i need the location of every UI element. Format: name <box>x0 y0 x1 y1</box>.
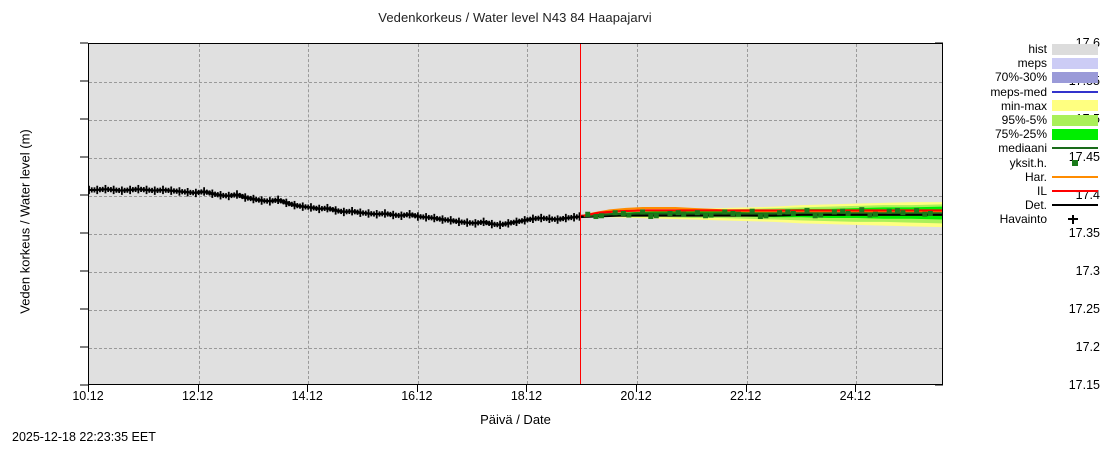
legend-item-label: 75%-25% <box>994 127 1047 142</box>
legend-swatch <box>1052 100 1098 112</box>
y-tick-mark <box>80 232 88 234</box>
legend-item: hist <box>948 42 1098 56</box>
gridline-horizontal <box>89 82 942 83</box>
legend-item-label: IL <box>1036 183 1047 198</box>
plot-area <box>88 43 943 385</box>
y-tick-mark <box>80 118 88 120</box>
legend-plus-swatch <box>1052 214 1098 225</box>
y-tick-mark <box>80 384 88 386</box>
legend-line-swatch <box>1052 147 1098 150</box>
x-tick-label: 10.12 <box>72 389 104 403</box>
y-tick-mark <box>80 270 88 272</box>
y-axis-title: Veden korkeus / Water level (m) <box>17 129 33 314</box>
gridline-horizontal <box>89 120 942 121</box>
legend-item-label: mediaani <box>998 141 1047 156</box>
y-tick-label: 17.3 <box>1075 264 1100 278</box>
legend-line-swatch <box>1052 175 1098 178</box>
gridline-horizontal <box>89 310 942 311</box>
legend-item: 95%-5% <box>948 113 1098 127</box>
gridline-vertical <box>527 44 529 384</box>
legend-swatch <box>1052 57 1098 69</box>
timestamp-label: 2025-12-18 22:23:35 EET <box>12 430 156 444</box>
legend-item: meps-med <box>948 85 1098 99</box>
legend-swatch <box>1052 71 1098 83</box>
x-tick-label: 20.12 <box>620 389 652 403</box>
legend-item: meps <box>948 56 1098 70</box>
line-IL <box>579 209 942 218</box>
x-tick-mark <box>745 385 747 392</box>
x-tick-label: 22.12 <box>730 389 762 403</box>
legend-swatch <box>1052 114 1098 126</box>
y-tick-label: 17.2 <box>1075 340 1100 354</box>
page-title-text: Vedenkorkeus / Water level N43 84 Haapaj… <box>378 10 652 25</box>
y-tick-label: 17.35 <box>1068 226 1100 240</box>
gridline-vertical <box>308 44 310 384</box>
x-axis-title: Päivä / Date <box>480 412 551 427</box>
gridline-horizontal <box>89 196 942 197</box>
legend-item: 75%-25% <box>948 127 1098 141</box>
legend-item: Havainto <box>948 212 1098 226</box>
x-tick-mark <box>88 385 89 392</box>
legend-line-swatch <box>1052 204 1098 207</box>
legend-item: Har. <box>948 170 1098 184</box>
points-Havainto <box>89 184 584 230</box>
legend-item-label: 95%-5% <box>1001 113 1047 128</box>
y-tick-mark <box>80 156 88 158</box>
x-tick-mark <box>197 385 199 392</box>
y-tick-label: 17.25 <box>1068 302 1100 316</box>
legend-item-label: Det. <box>1024 198 1047 213</box>
legend-swatch <box>1052 128 1098 140</box>
gridline-horizontal <box>89 234 942 235</box>
legend-dot-swatch <box>1052 159 1098 166</box>
legend-item: IL <box>948 184 1098 198</box>
legend-item-label: min-max <box>1000 98 1047 113</box>
legend-line-swatch <box>1052 90 1098 93</box>
data-series-layer <box>89 184 942 230</box>
x-tick-mark <box>526 385 528 392</box>
legend-item-label: 70%-30% <box>994 70 1047 85</box>
x-tick-label: 24.12 <box>839 389 871 403</box>
forecast-start-line <box>579 44 581 384</box>
x-tick-mark <box>636 385 638 392</box>
x-tick-mark <box>855 385 857 392</box>
y-tick-mark <box>935 384 943 386</box>
gridline-horizontal <box>89 158 942 159</box>
legend-item-label: hist <box>1028 42 1047 57</box>
legend-item-label: Havainto <box>999 212 1047 227</box>
x-tick-mark <box>307 385 309 392</box>
legend-item-label: Har. <box>1024 169 1047 184</box>
x-tick-label: 12.12 <box>181 389 214 403</box>
y-tick-mark <box>80 42 88 44</box>
gridline-horizontal <box>89 348 942 349</box>
legend-item: min-max <box>948 99 1098 113</box>
legend-item-label: meps <box>1017 56 1047 71</box>
legend: hist meps 70%-30% meps-med min-max 95%-5% 75%-… <box>948 42 1098 226</box>
y-tick-mark <box>80 80 88 82</box>
legend-item-label: meps-med <box>990 84 1047 99</box>
legend-item: mediaani <box>948 141 1098 155</box>
legend-item: yksit.h. <box>948 156 1098 170</box>
legend-swatch <box>1052 43 1098 55</box>
y-tick-mark <box>80 308 88 310</box>
legend-item: Det. <box>948 198 1098 212</box>
legend-item: 70%-30% <box>948 70 1098 84</box>
gridline-vertical <box>198 44 200 384</box>
points-yksit.h. <box>585 207 933 220</box>
y-tick-label: 17.15 <box>1068 378 1100 392</box>
y-tick-mark <box>80 194 88 196</box>
gridline-horizontal <box>89 272 942 273</box>
legend-item-label: yksit.h. <box>1009 155 1047 170</box>
x-tick-mark <box>416 385 418 392</box>
x-tick-label: 18.12 <box>510 389 543 403</box>
y-tick-mark <box>80 346 88 348</box>
x-tick-label: 16.12 <box>401 389 433 403</box>
x-tick-label: 14.12 <box>291 389 323 403</box>
page-title: Vedenkorkeus / Water level N43 84 Haapaj… <box>0 10 1100 25</box>
legend-line-swatch <box>1052 189 1098 192</box>
